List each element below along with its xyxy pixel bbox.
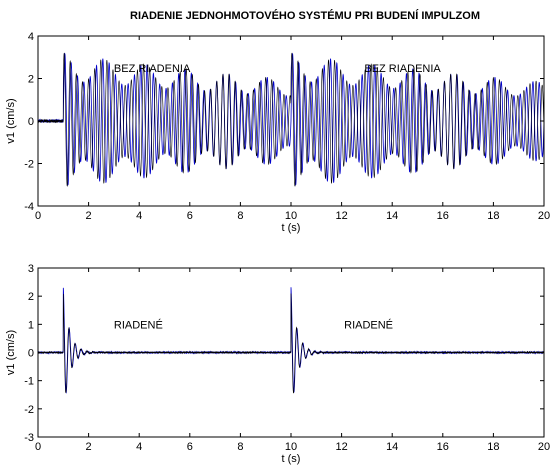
- y-tick-label: -3: [24, 432, 34, 444]
- figure-title: RIADENIE JEDNOHMOTOVÉHO SYSTÉMU PRI BUDE…: [130, 9, 480, 22]
- x-tick-label: 0: [35, 441, 41, 453]
- x-tick-label: 20: [538, 210, 550, 222]
- y-tick-label: 3: [28, 263, 34, 275]
- y-tick-label: 2: [28, 74, 34, 86]
- x-tick-label: 14: [386, 210, 398, 222]
- x-tick-label: 10: [285, 441, 297, 453]
- x-tick-label: 2: [86, 210, 92, 222]
- x-tick-label: 2: [86, 441, 92, 453]
- x-tick-label: 12: [335, 210, 347, 222]
- x-tick-label: 18: [487, 441, 499, 453]
- y-tick-label: -2: [24, 159, 34, 171]
- x-axis-label: t (s): [282, 222, 301, 234]
- y-axis-label: v1 (cm/s): [5, 98, 17, 143]
- x-axis-label: t (s): [282, 453, 301, 465]
- x-tick-label: 4: [136, 441, 142, 453]
- y-tick-label: 4: [28, 31, 34, 43]
- y-tick-label: -1: [24, 376, 34, 388]
- x-tick-label: 0: [35, 210, 41, 222]
- plot-annotation: RIADENÉ: [344, 318, 393, 331]
- y-axis-label: v1 (cm/s): [5, 330, 17, 375]
- y-tick-label: 1: [28, 319, 34, 331]
- x-tick-label: 18: [487, 210, 499, 222]
- x-tick-label: 8: [237, 441, 243, 453]
- x-tick-label: 14: [386, 441, 398, 453]
- x-tick-label: 6: [187, 210, 193, 222]
- plot-annotation: RIADENÉ: [114, 318, 163, 331]
- y-tick-label: -2: [24, 404, 34, 416]
- x-tick-label: 16: [437, 441, 449, 453]
- series-line-2: [38, 52, 544, 187]
- y-tick-label: -4: [24, 201, 34, 213]
- x-tick-label: 20: [538, 441, 550, 453]
- plot-annotation: BEZ RIADENIA: [364, 63, 441, 75]
- x-tick-label: 10: [285, 210, 297, 222]
- y-tick-label: 0: [28, 348, 34, 360]
- x-tick-label: 16: [437, 210, 449, 222]
- y-tick-label: 2: [28, 291, 34, 303]
- x-tick-label: 6: [187, 441, 193, 453]
- plot-area: [38, 287, 544, 394]
- series-line-2: [38, 293, 544, 394]
- x-tick-label: 4: [136, 210, 142, 222]
- y-tick-label: 0: [28, 116, 34, 128]
- plot-area: [38, 52, 544, 187]
- x-tick-label: 12: [335, 441, 347, 453]
- plot-1: 0 2 4 6 8 10 12 14 16 18 20 -4 -2 0 2 4 t (s) v1 (cm/s) BE…: [5, 31, 550, 234]
- plot-annotation: BEZ RIADENIA: [114, 63, 191, 75]
- series-line-1: [38, 53, 544, 186]
- x-tick-label: 8: [237, 210, 243, 222]
